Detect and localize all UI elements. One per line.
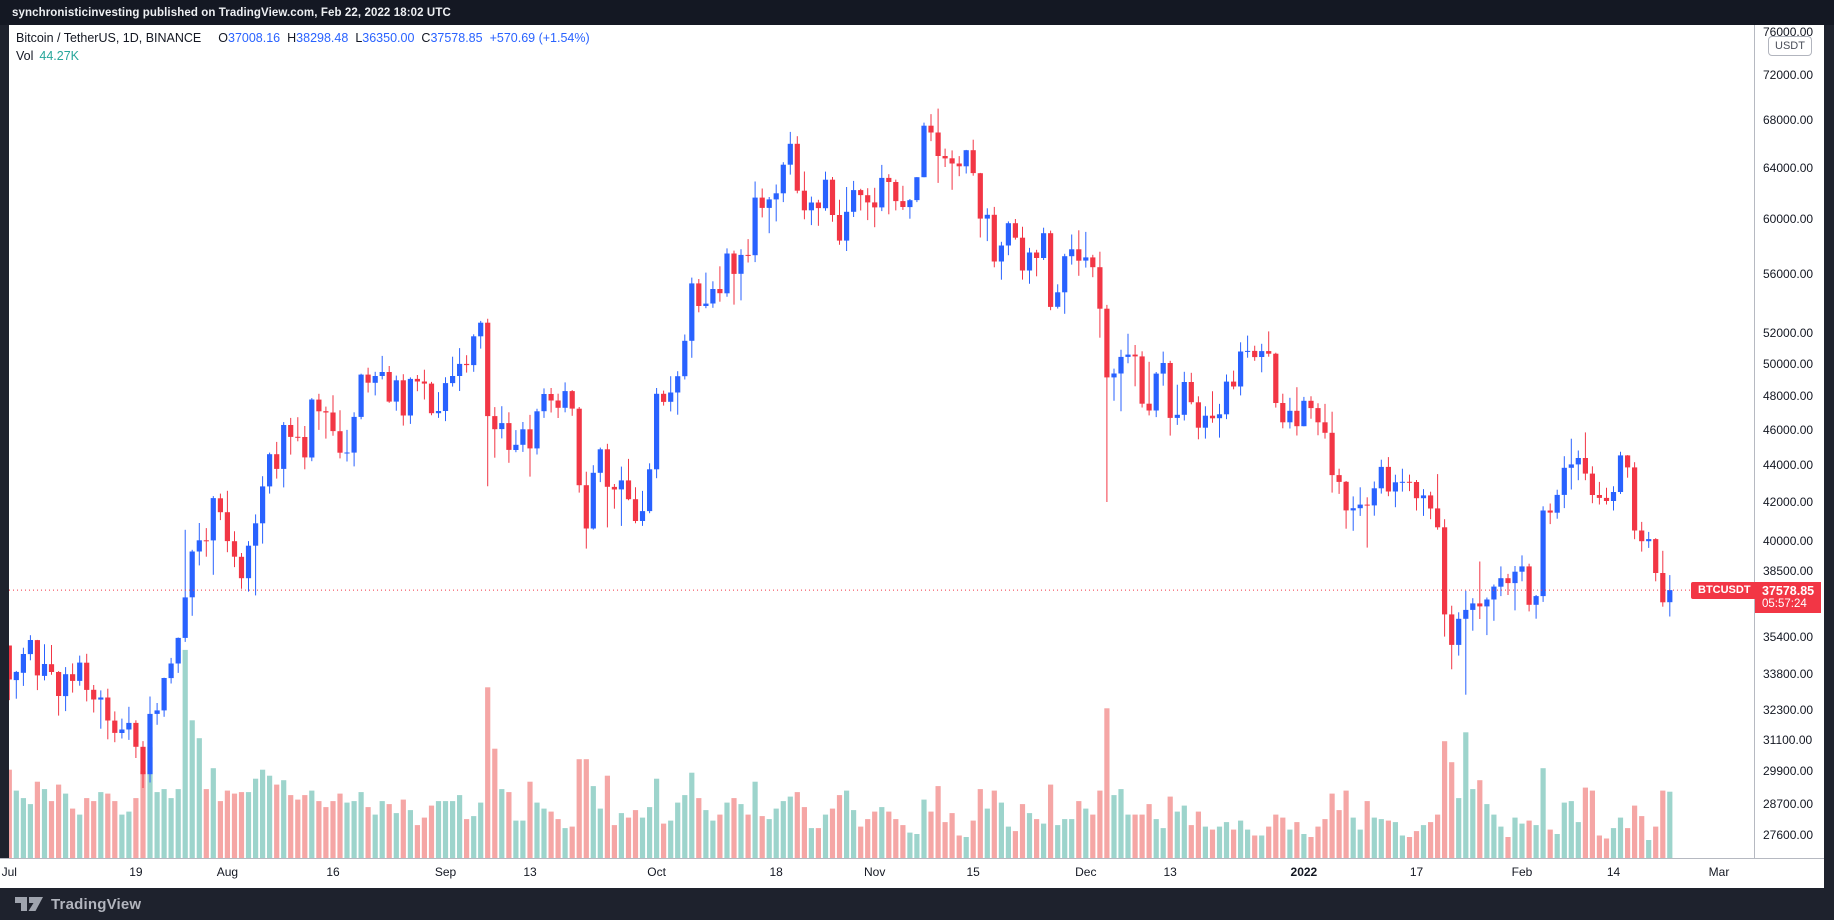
time-tick-label: Sep: [434, 865, 457, 879]
low-value: 36350.00: [362, 31, 415, 45]
symbol-description[interactable]: Bitcoin / TetherUS, 1D, BINANCE: [16, 31, 202, 45]
time-tick-label: Dec: [1075, 865, 1097, 879]
open-label: O: [218, 31, 228, 45]
price-tick-label: 76000.00: [1763, 25, 1814, 39]
tradingview-logo-text: TradingView: [51, 895, 142, 913]
time-tick-label: 14: [1606, 865, 1621, 879]
price-tick-label: 44000.00: [1763, 458, 1814, 472]
close-label: C: [421, 31, 431, 45]
right-margin: [1824, 25, 1834, 888]
attribution-text: synchronisticinvesting published on Trad…: [12, 6, 451, 19]
price-tick-label: 68000.00: [1763, 113, 1814, 127]
time-tick-label: Feb: [1511, 865, 1533, 879]
time-tick-label: 19: [129, 865, 143, 879]
open-value: 37008.16: [228, 31, 281, 45]
time-tick-label: 13: [523, 865, 537, 879]
time-tick-label: 17: [1409, 865, 1424, 879]
price-tick-label: 28700.00: [1763, 797, 1814, 811]
time-tick-label: Jul: [1, 865, 17, 879]
price-tick-label: 64000.00: [1763, 161, 1814, 175]
price-tick-label: 52000.00: [1763, 326, 1814, 340]
price-tick-label: 33800.00: [1763, 667, 1814, 681]
high-value: 38298.48: [296, 31, 349, 45]
price-tick-label: 56000.00: [1763, 267, 1814, 281]
time-tick-label: 13: [1163, 865, 1177, 879]
time-tick-label: 15: [966, 865, 980, 879]
time-tick-label: Aug: [216, 865, 239, 879]
price-tick-label: 42000.00: [1763, 495, 1814, 509]
price-tick-label: 50000.00: [1763, 357, 1814, 371]
price-scale[interactable]: 76000.00 72000.00 68000.00 64000.00 60000.00…: [1754, 25, 1824, 886]
price-tick-label: 32300.00: [1763, 703, 1814, 717]
price-tick-label: 29900.00: [1763, 764, 1814, 778]
low-label: L: [355, 31, 363, 45]
time-axis[interactable]: Jul 19 Aug 16 Sep 13 Oct 18 Nov 15 Dec 13 2022 17 Feb 1…: [0, 858, 1824, 888]
attribution-bar: synchronisticinvesting published on Trad…: [0, 0, 1834, 25]
price-tick-label: 46000.00: [1763, 423, 1814, 437]
currency-unit-button[interactable]: USDT: [1768, 36, 1812, 56]
price-tick-label: 60000.00: [1763, 212, 1814, 226]
high-label: H: [287, 31, 297, 45]
candles-layer: [9, 108, 1673, 788]
time-tick-label: 2022: [1290, 865, 1318, 879]
legend: Bitcoin / TetherUS, 1D, BINANCE O37008.16…: [16, 29, 590, 65]
price-tick-label: 35400.00: [1763, 630, 1814, 644]
bar-countdown: 05:57:24: [1762, 598, 1807, 610]
time-tick-label: Mar: [1708, 865, 1730, 879]
symbol-price-flag[interactable]: BTCUSDT: [1691, 582, 1758, 599]
close-value: 37578.85: [430, 31, 483, 45]
time-tick-label: Nov: [864, 865, 886, 879]
volume-value: 44.27K: [39, 49, 80, 63]
candlestick-volume-canvas[interactable]: [9, 25, 1754, 858]
current-price-label: 37578.85 05:57:24: [1755, 582, 1821, 613]
change-value: +570.69 (+1.54%): [489, 31, 590, 45]
price-tick-label: 31100.00: [1763, 733, 1813, 747]
volume-label: Vol: [16, 49, 34, 63]
price-tick-label: 72000.00: [1763, 68, 1814, 82]
time-tick-label: 16: [326, 865, 340, 879]
current-price-value: 37578.85: [1762, 584, 1815, 598]
volume-layer: [9, 649, 1673, 858]
time-tick-label: Oct: [647, 865, 666, 879]
price-tick-label: 48000.00: [1763, 389, 1814, 403]
time-tick-label: 18: [769, 865, 783, 879]
bottom-bar: TradingView: [0, 888, 1834, 920]
tradingview-logo[interactable]: TradingView: [14, 893, 141, 915]
price-tick-label: 27600.00: [1763, 828, 1814, 842]
price-tick-label: 38500.00: [1763, 564, 1814, 578]
chart-plot-area[interactable]: [9, 25, 1754, 858]
price-tick-label: 40000.00: [1763, 534, 1814, 548]
tradingview-logo-icon: [15, 897, 43, 911]
